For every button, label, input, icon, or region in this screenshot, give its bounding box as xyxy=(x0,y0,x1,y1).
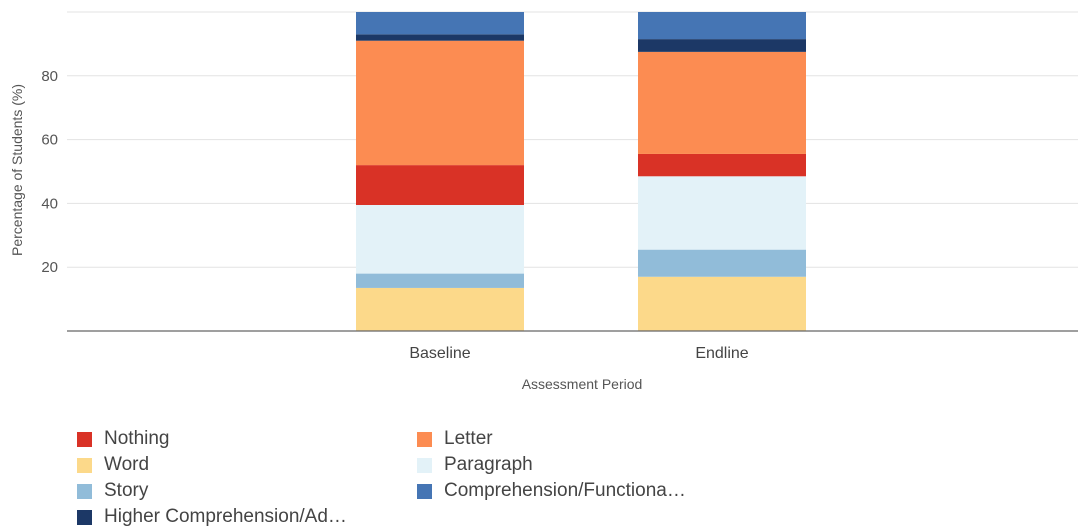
legend-item[interactable]: Story xyxy=(77,479,148,503)
legend-swatch xyxy=(417,431,432,447)
legend-item[interactable]: Nothing xyxy=(77,427,170,451)
legend-item[interactable]: Higher Comprehension/Ad… xyxy=(77,505,347,529)
bar-segment xyxy=(638,276,806,331)
legend-label: Nothing xyxy=(104,428,170,449)
y-tick-label: 40 xyxy=(41,195,58,212)
bar-segment xyxy=(356,34,524,41)
legend-swatch xyxy=(417,457,432,473)
y-tick-label: 80 xyxy=(41,68,58,85)
bar-segment xyxy=(356,204,524,274)
legend-label: Story xyxy=(104,480,149,501)
y-tick-label: 60 xyxy=(41,132,58,149)
bar-segment xyxy=(638,39,806,52)
bar-segment xyxy=(638,249,806,277)
legend: Nothing Letter Word Paragraph Story Comprehen… xyxy=(77,427,777,531)
legend-label: Word xyxy=(104,454,150,475)
legend-item[interactable]: Paragraph xyxy=(417,453,533,477)
y-tick-label: 20 xyxy=(41,259,58,276)
y-tick-labels: 20 40 60 80 xyxy=(41,68,58,276)
x-axis-title: Assessment Period xyxy=(522,376,643,392)
bar-segment xyxy=(356,40,524,166)
gridlines xyxy=(67,11,1078,268)
legend-label: Paragraph xyxy=(444,454,533,475)
legend-label: Letter xyxy=(444,428,493,449)
x-tick-labels: Baseline Endline xyxy=(409,345,748,362)
stacked-bar-chart: 20 40 60 80 Baseline Endline Assessment Peri… xyxy=(9,11,1078,392)
legend-swatch xyxy=(417,483,432,499)
legend-label: Comprehension/Functiona… xyxy=(444,480,686,501)
bar-segment xyxy=(638,51,806,154)
legend-item[interactable]: Comprehension/Functiona… xyxy=(417,479,686,503)
bar-segment xyxy=(356,273,524,288)
bar-segment xyxy=(638,176,806,250)
bar-segment xyxy=(638,12,806,40)
legend-item[interactable]: Letter xyxy=(417,427,493,451)
bar-segment xyxy=(638,153,806,177)
bars xyxy=(356,12,806,331)
x-tick-label: Endline xyxy=(695,345,748,362)
x-tick-label: Baseline xyxy=(409,345,470,362)
bar-segment xyxy=(356,165,524,205)
legend-label: Higher Comprehension/Ad… xyxy=(104,506,347,527)
legend-item[interactable]: Word xyxy=(77,453,149,477)
y-axis-title: Percentage of Students (%) xyxy=(9,84,25,256)
legend-swatch xyxy=(77,509,92,525)
bar-segment xyxy=(356,12,524,35)
legend-swatch xyxy=(77,457,92,473)
legend-swatch xyxy=(77,483,92,499)
legend-swatch xyxy=(77,431,92,447)
bar-segment xyxy=(356,287,524,331)
